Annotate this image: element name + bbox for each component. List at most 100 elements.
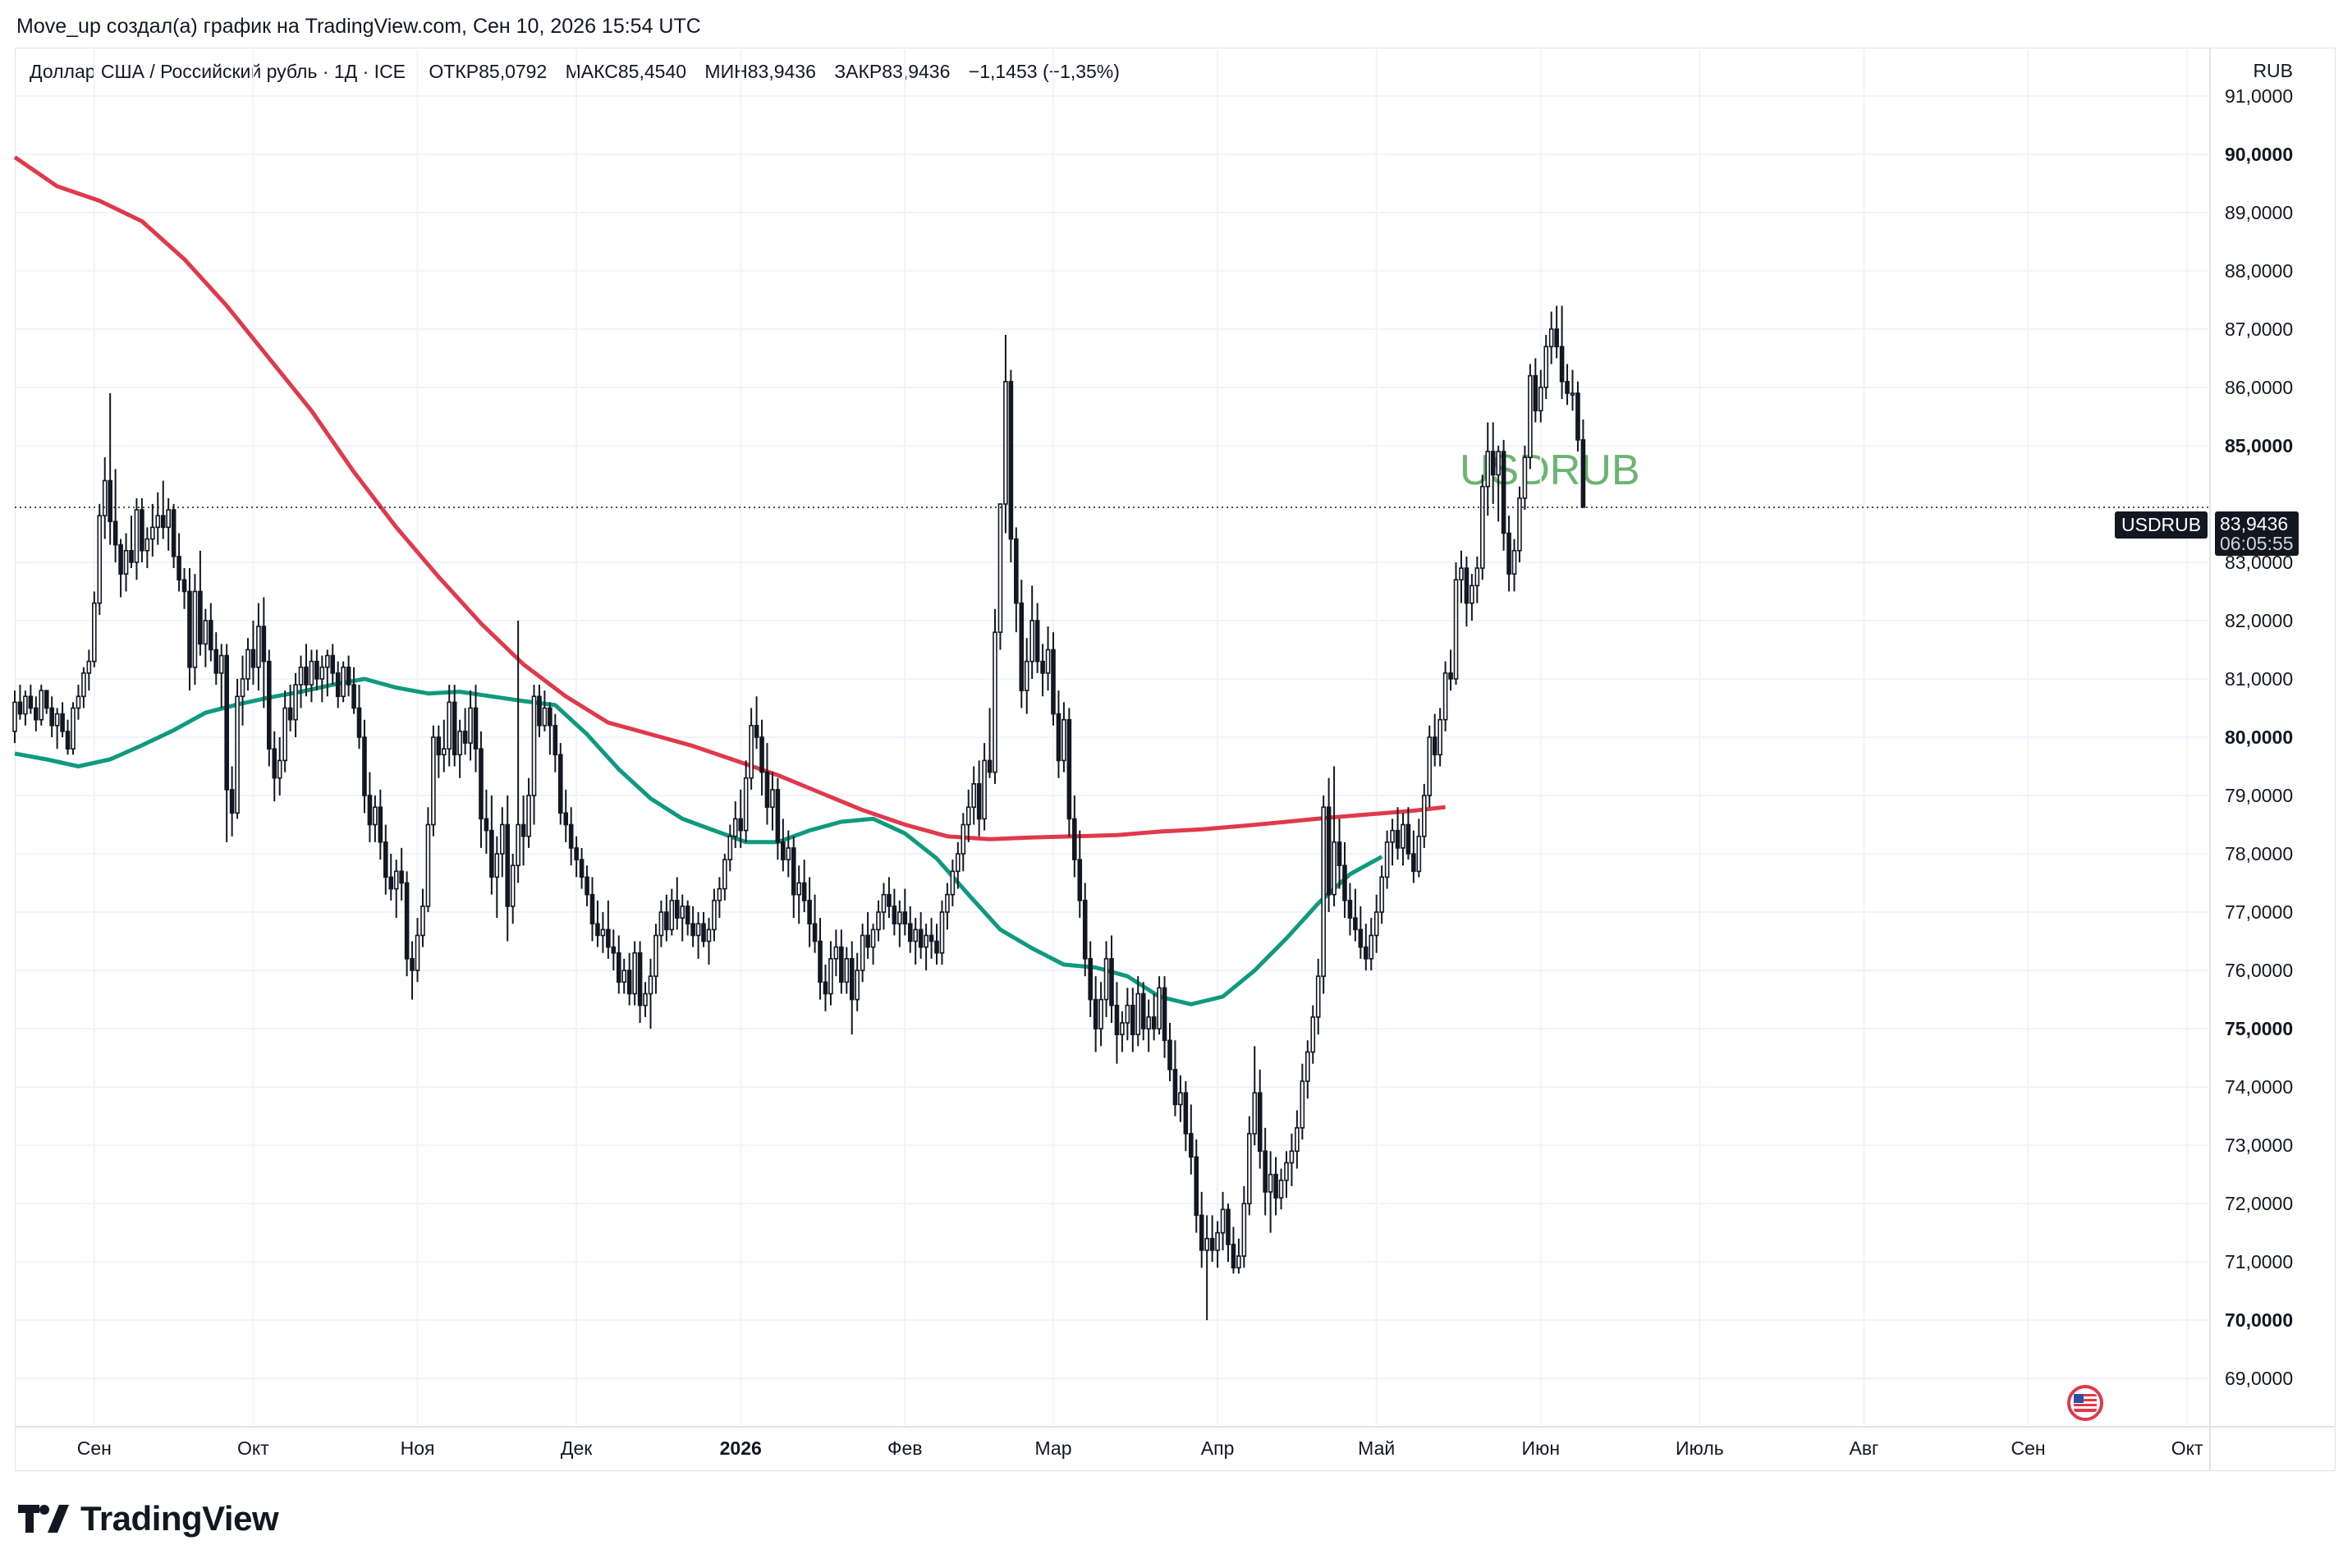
candle (1453, 579, 1459, 680)
candle (611, 946, 617, 954)
candle (452, 701, 457, 756)
candle (1209, 1237, 1215, 1251)
candle (961, 823, 966, 855)
candle (1162, 987, 1167, 1042)
price-tick-label: 77,0000 (2225, 901, 2293, 923)
candle (1199, 1214, 1204, 1251)
candle (1437, 718, 1442, 756)
candle (945, 893, 950, 913)
candle (997, 503, 1003, 633)
chart-frame (15, 48, 2336, 1471)
candle (881, 893, 887, 913)
candle (1135, 993, 1141, 1035)
candle (76, 695, 81, 709)
candle (632, 951, 637, 995)
symbol-name[interactable]: Доллар США / Российский рубль · 1Д · ICE (30, 61, 406, 82)
candle (1056, 713, 1061, 762)
candle (319, 666, 325, 680)
candle (653, 934, 658, 977)
chart-author-credit: Move_up создал(а) график на TradingView.… (16, 15, 701, 38)
candle (1183, 1092, 1189, 1135)
candle (447, 701, 452, 750)
candle (939, 911, 945, 954)
candle (706, 928, 712, 942)
candle (1353, 917, 1358, 931)
candle (1310, 1016, 1316, 1053)
price-scale-currency[interactable]: RUB (2253, 60, 2293, 81)
candle (897, 911, 902, 925)
candle (112, 520, 118, 546)
candle (12, 701, 17, 732)
candle (473, 707, 479, 750)
candle (934, 940, 939, 954)
candle (129, 549, 134, 563)
candle (499, 823, 505, 855)
candle (553, 724, 558, 756)
candle (1226, 1208, 1231, 1245)
candle (1379, 876, 1384, 913)
candle (181, 579, 187, 593)
candle (1040, 660, 1045, 674)
candle (479, 748, 484, 820)
candle (213, 649, 219, 674)
close-value: 83,9436 (882, 61, 951, 82)
candle (92, 602, 97, 663)
candle (812, 923, 818, 942)
candle (510, 864, 516, 907)
candle (664, 911, 669, 931)
candle (1194, 1156, 1199, 1217)
candle (1167, 1039, 1172, 1071)
candle (520, 823, 526, 837)
candle (1575, 392, 1580, 441)
candle (833, 946, 839, 960)
candle (235, 695, 240, 814)
candle (140, 509, 144, 552)
tradingview-branding[interactable]: TradingView (18, 1499, 279, 1538)
candle (1485, 451, 1491, 488)
candle (754, 724, 759, 738)
candle (606, 928, 611, 948)
candle (462, 731, 468, 744)
candle (1045, 649, 1051, 674)
candle (701, 923, 706, 942)
candle (1034, 620, 1040, 663)
candle (1278, 1179, 1284, 1199)
candle (261, 626, 267, 663)
candle (1511, 549, 1517, 575)
candle (484, 818, 489, 832)
candle (118, 543, 123, 575)
candle (1215, 1231, 1220, 1251)
candle (849, 958, 855, 1001)
candle (1459, 567, 1464, 581)
price-tick-label: 89,0000 (2225, 202, 2293, 223)
candle (956, 853, 961, 873)
price-tick-label: 91,0000 (2225, 85, 2293, 107)
candle (717, 887, 722, 901)
candle (1326, 806, 1332, 896)
candle (266, 660, 272, 750)
candle (240, 678, 245, 698)
price-tick-label: 70,0000 (2225, 1309, 2293, 1331)
candle (166, 509, 171, 529)
candle (86, 660, 92, 674)
candle (1580, 439, 1586, 508)
candle (621, 970, 627, 983)
candle (1082, 900, 1088, 960)
candle (160, 515, 166, 529)
candle (950, 870, 956, 896)
candle (1442, 672, 1448, 721)
price-tick-label: 78,0000 (2225, 843, 2293, 864)
time-tick-label: Апр (1201, 1437, 1235, 1459)
candle (563, 812, 569, 826)
candle (1077, 859, 1083, 901)
price-tick-label: 74,0000 (2225, 1076, 2293, 1098)
candle (1490, 451, 1496, 476)
candle (732, 818, 738, 837)
candle (23, 695, 28, 715)
candle (1543, 346, 1549, 388)
candle (1268, 1173, 1273, 1193)
us-flag-event-icon[interactable] (2062, 1384, 2108, 1422)
candle (1448, 672, 1453, 680)
candle (913, 928, 918, 942)
